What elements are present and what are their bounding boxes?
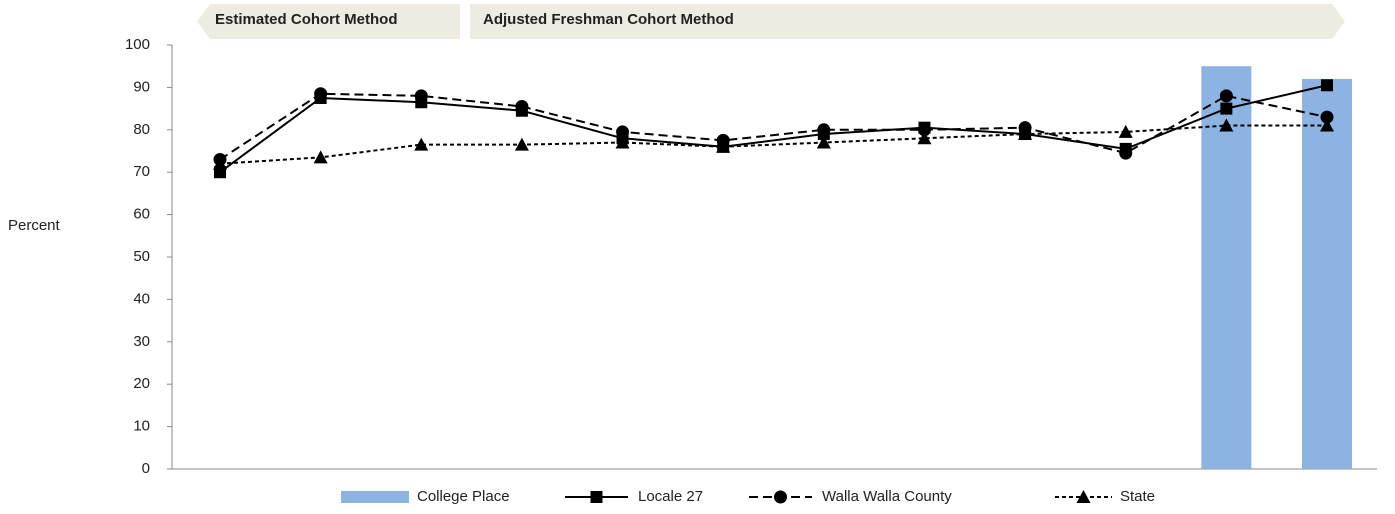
method-band bbox=[470, 4, 1345, 39]
annotation: Estimated Cohort Method bbox=[215, 11, 398, 28]
line bbox=[219, 84, 1328, 174]
legend-marker bbox=[774, 490, 787, 504]
y-axis-label: Percent bbox=[8, 217, 61, 234]
point-marker bbox=[1118, 124, 1133, 138]
y-tick-label: 40 bbox=[133, 290, 150, 307]
legend-label: Locale 27 bbox=[638, 488, 703, 505]
method-band bbox=[197, 4, 460, 39]
point-marker bbox=[213, 156, 227, 170]
point-marker bbox=[314, 87, 328, 101]
y-tick-label: 90 bbox=[133, 78, 150, 95]
y-tick-label: 30 bbox=[133, 333, 150, 350]
y-tick-label: 20 bbox=[133, 375, 150, 392]
legend-label: Walla Walla County bbox=[822, 488, 952, 505]
point-marker bbox=[1320, 110, 1334, 124]
bar bbox=[1302, 78, 1352, 470]
point-marker bbox=[615, 135, 630, 149]
legend-marker bbox=[590, 491, 603, 503]
line bbox=[219, 92, 1328, 161]
point-marker bbox=[1220, 102, 1233, 115]
y-tick-label: 0 bbox=[142, 460, 150, 477]
point-marker bbox=[1321, 79, 1333, 92]
point-marker bbox=[514, 137, 529, 151]
legend-label: College Place bbox=[417, 488, 510, 505]
point-marker bbox=[917, 131, 932, 145]
point-marker bbox=[816, 135, 831, 149]
point-marker bbox=[313, 150, 328, 164]
legend-marker bbox=[1076, 490, 1091, 503]
point-marker bbox=[1219, 118, 1234, 132]
point-marker bbox=[1018, 127, 1033, 141]
y-tick-label: 80 bbox=[133, 121, 150, 138]
point-marker bbox=[1320, 118, 1334, 132]
y-tick-label: 70 bbox=[133, 163, 150, 180]
point-marker bbox=[716, 139, 731, 153]
point-marker bbox=[1219, 89, 1233, 103]
y-tick-label: 100 bbox=[125, 36, 150, 53]
line bbox=[219, 124, 1327, 165]
y-tick-label: 50 bbox=[133, 248, 150, 265]
point-marker bbox=[414, 137, 429, 151]
legend-label: State bbox=[1120, 488, 1155, 505]
y-tick-label: 10 bbox=[133, 418, 150, 435]
annotation: Adjusted Freshman Cohort Method bbox=[483, 11, 734, 28]
legend-swatch bbox=[341, 491, 409, 503]
bar bbox=[1201, 66, 1252, 469]
point-marker bbox=[1119, 146, 1133, 160]
y-tick-label: 60 bbox=[133, 206, 150, 223]
point-marker bbox=[817, 123, 831, 137]
point-marker bbox=[414, 89, 428, 103]
point-marker bbox=[515, 99, 529, 113]
point-marker bbox=[917, 123, 931, 137]
point-marker bbox=[616, 125, 630, 139]
